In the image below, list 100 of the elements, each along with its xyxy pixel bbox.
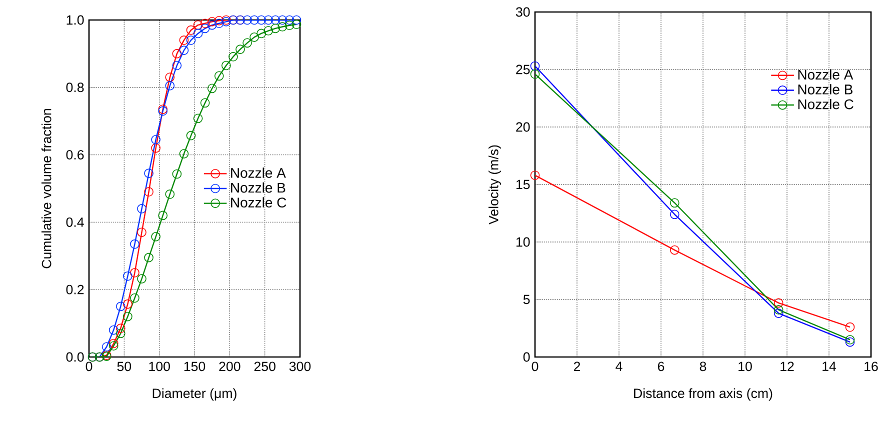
y-tick-label: 0.0 [66,352,84,362]
point [530,61,540,71]
legend-label: Nozzle A [798,69,854,80]
point [193,28,203,38]
point [165,81,175,90]
x-tick-label: 14 [822,362,836,371]
point [264,26,274,36]
point [207,84,217,94]
legend-label: Nozzle A [231,168,286,178]
legend-label: Nozzle B [798,84,852,94]
point [270,15,280,25]
y-tick-label: 5 [523,294,530,304]
x-tick-label: 200 [219,362,240,372]
legend-label: Nozzle C [798,98,854,110]
point [242,38,252,48]
point [845,337,855,347]
point [670,198,680,208]
point [144,168,154,178]
point [102,342,112,352]
point [123,271,132,281]
x-axis-title: Distance from axis (cm) [634,388,772,401]
point [172,49,182,58]
x-tick-label: 6 [658,362,664,372]
y-tick-label: 0.2 [66,284,84,294]
x-tick-label: 250 [254,362,276,372]
x-tick-label: 8 [700,362,706,372]
point [256,28,266,38]
point [144,252,154,262]
y-tick-label: 30 [516,7,530,17]
point [292,15,302,25]
point [530,170,540,180]
point [200,18,210,28]
point [242,15,252,25]
point [186,130,196,140]
point [214,71,224,81]
point [670,210,680,220]
point [116,328,126,338]
point [193,114,203,124]
point [123,299,132,309]
point [186,25,196,35]
point [250,32,259,42]
x-tick-label: 10 [738,362,752,372]
point [151,143,160,153]
point [130,239,140,249]
x-tick-label: 150 [184,362,206,372]
point [179,149,189,158]
point [179,46,189,55]
point [165,72,175,82]
point [845,335,855,344]
point [270,24,280,34]
point [108,338,118,348]
point [774,308,784,318]
point [137,204,146,214]
point [151,232,160,242]
point [250,15,259,25]
x-tick-label: 16 [864,362,878,372]
y-tick-label: 20 [516,122,530,132]
y-axis-title: Velocity (m/s) [488,145,501,224]
y-tick-label: 15 [516,180,530,190]
y-tick-label: 0 [523,352,530,362]
point [108,325,118,335]
point [123,312,132,322]
y-tick-label: 10 [516,237,530,247]
point [165,190,175,199]
point [158,210,168,220]
point [193,20,203,30]
point [144,187,154,197]
point [172,169,182,179]
point [200,24,210,34]
point [774,305,784,315]
point [179,36,189,45]
y-tick-label: 1.0 [66,15,84,25]
point [108,341,118,351]
y-tick-label: 0.8 [66,82,84,92]
point [186,36,196,45]
point [236,44,245,54]
y-tick-label: 0.6 [66,150,84,160]
point [278,15,288,25]
point [264,15,274,25]
point [292,20,302,30]
point [116,302,126,312]
x-tick-label: 0 [532,362,538,372]
y-tick-label: 25 [516,64,530,74]
point [214,16,224,26]
y-axis-title: Cumulative volume fraction [41,108,52,268]
point [530,69,540,79]
point [256,15,266,25]
x-tick-label: 0 [86,362,92,372]
point [845,322,855,332]
point [172,60,182,70]
point [207,20,217,30]
point [130,268,140,278]
x-tick-label: 12 [780,362,794,372]
point [221,60,231,70]
legend-label: Nozzle B [231,182,286,193]
point [228,52,238,62]
point [116,324,126,334]
x-tick-label: 100 [149,362,170,372]
point [137,274,146,284]
x-tick-label: 300 [289,362,311,372]
